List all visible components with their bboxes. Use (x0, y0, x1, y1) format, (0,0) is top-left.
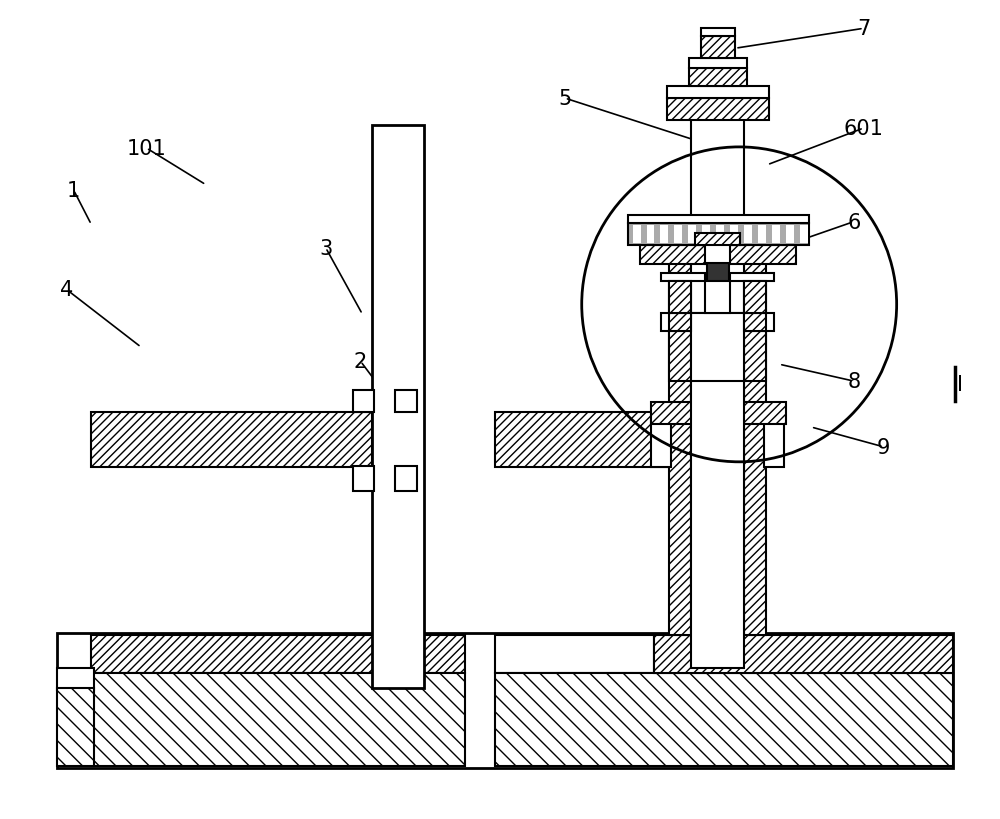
Bar (669, 282, 691, 314)
Text: 6: 6 (847, 212, 860, 233)
Bar (702, 225, 710, 243)
Bar (701, 37, 735, 59)
Bar (764, 413, 784, 467)
Bar (661, 314, 774, 332)
Bar (353, 391, 374, 413)
Bar (660, 225, 668, 243)
Bar (91, 673, 465, 766)
Bar (705, 276, 730, 314)
Bar (689, 69, 747, 87)
Text: 9: 9 (877, 437, 890, 457)
Bar (640, 245, 796, 265)
Bar (654, 636, 953, 673)
Bar (705, 238, 730, 265)
Text: I: I (957, 374, 963, 395)
Bar (651, 402, 786, 424)
Bar (744, 225, 752, 243)
Bar (758, 225, 766, 243)
Bar (667, 99, 769, 121)
Bar (688, 225, 696, 243)
Text: 2: 2 (354, 351, 367, 372)
Bar (695, 233, 740, 245)
Bar (674, 225, 682, 243)
Bar (395, 466, 417, 491)
Text: 4: 4 (60, 280, 73, 300)
Bar (633, 225, 641, 243)
Bar (57, 633, 953, 768)
Bar (707, 265, 729, 282)
Bar (651, 413, 671, 467)
Text: 601: 601 (844, 119, 884, 138)
Bar (669, 330, 691, 382)
Bar (744, 282, 766, 314)
Bar (495, 413, 702, 467)
Bar (744, 330, 766, 382)
Bar (669, 252, 691, 636)
Bar (647, 225, 654, 243)
Bar (730, 225, 738, 243)
Bar (91, 636, 465, 673)
Bar (495, 673, 953, 766)
Bar (669, 314, 691, 332)
Bar (57, 688, 94, 766)
Text: 101: 101 (126, 138, 166, 159)
Bar (691, 314, 744, 382)
Bar (628, 224, 809, 245)
Bar (800, 225, 808, 243)
Bar (661, 274, 774, 282)
Bar (744, 252, 766, 636)
Bar (786, 225, 794, 243)
Bar (91, 413, 372, 467)
Bar (353, 466, 374, 491)
Bar (716, 225, 724, 243)
Bar (701, 29, 735, 37)
Text: 3: 3 (319, 238, 332, 258)
Bar (744, 314, 766, 332)
Text: 1: 1 (67, 180, 80, 201)
Text: 7: 7 (857, 20, 870, 39)
Bar (772, 225, 780, 243)
Bar (495, 636, 654, 673)
Bar (57, 668, 94, 690)
Bar (691, 115, 744, 668)
Bar (628, 215, 809, 224)
Bar (667, 87, 769, 99)
Bar (372, 126, 424, 688)
Bar (689, 59, 747, 69)
Text: 8: 8 (847, 372, 860, 391)
Text: 5: 5 (558, 89, 571, 109)
Bar (395, 391, 417, 413)
